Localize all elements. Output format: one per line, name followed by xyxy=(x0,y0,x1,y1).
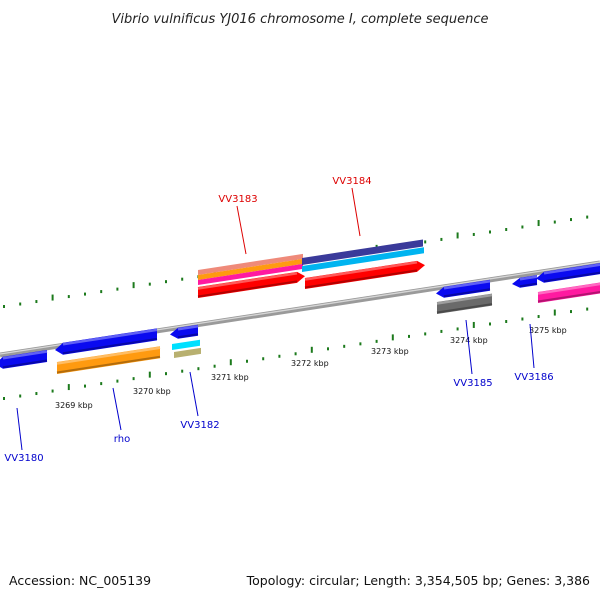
gene-label-connector xyxy=(465,319,473,375)
gene-label-connector xyxy=(529,323,535,369)
feature-block xyxy=(56,346,161,374)
feature-block xyxy=(302,239,423,265)
feature-block xyxy=(537,282,600,303)
feature-block xyxy=(0,350,48,369)
gene-label-group: VV3183 VV3184 VV3180 rho VV3182 VV3185 VV3186 xyxy=(4,176,553,464)
scale-label: 3269 kbp xyxy=(55,401,93,410)
gene-label[interactable]: VV3186 xyxy=(514,372,553,383)
gene-label[interactable]: VV3185 xyxy=(453,378,492,389)
scale-label: 3274 kbp xyxy=(450,336,488,345)
gene-label[interactable]: VV3180 xyxy=(4,453,43,464)
scale-label: 3275 kbp xyxy=(529,326,567,335)
feature-block xyxy=(55,328,158,355)
topology-text: Topology: circular; Length: 3,354,505 bp… xyxy=(246,573,590,588)
feature-block xyxy=(172,339,200,350)
feature-block xyxy=(436,293,493,314)
gene-label-connector xyxy=(236,205,247,255)
feature-block xyxy=(170,324,199,339)
scale-label: 3273 kbp xyxy=(371,347,409,356)
feature-block xyxy=(512,275,538,288)
gene-label[interactable]: rho xyxy=(114,434,130,445)
gene-label[interactable]: VV3184 xyxy=(332,176,371,187)
feature-block xyxy=(304,260,425,289)
feature-block xyxy=(197,271,305,298)
feature-block xyxy=(536,263,600,283)
map-title: Vibrio vulnificus YJ016 chromosome I, co… xyxy=(111,12,488,27)
lower-tick-track xyxy=(3,307,589,400)
gene-label-connector xyxy=(351,187,361,237)
accession-text: Accession: NC_005139 xyxy=(9,573,152,588)
feature-block xyxy=(302,247,424,272)
scale-label: 3272 kbp xyxy=(291,359,329,368)
scale-label: 3271 kbp xyxy=(211,373,249,382)
gene-label-connector xyxy=(112,387,122,431)
feature-block xyxy=(198,253,303,275)
feature-block xyxy=(198,258,303,280)
feature-group xyxy=(0,239,600,374)
gene-label[interactable]: VV3183 xyxy=(218,194,257,205)
feature-block xyxy=(174,347,201,358)
scale-label-group: 3269 kbp 3270 kbp 3271 kbp 3272 kbp 3273 kbp… xyxy=(55,326,567,410)
gene-label[interactable]: VV3182 xyxy=(180,420,219,431)
gene-label-connector xyxy=(16,407,23,451)
gene-label-connector xyxy=(189,371,199,417)
feature-block xyxy=(436,279,491,298)
scale-label: 3270 kbp xyxy=(133,387,171,396)
feature-block xyxy=(198,263,303,285)
